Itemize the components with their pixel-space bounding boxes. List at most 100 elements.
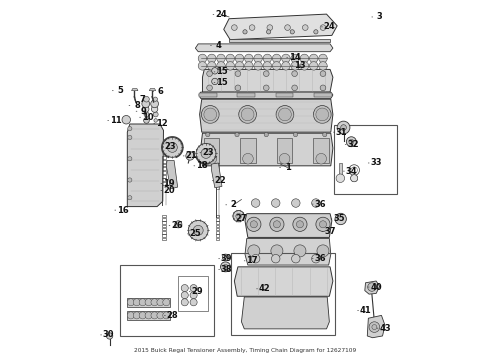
Bar [199, 93, 217, 98]
Polygon shape [242, 297, 329, 329]
Circle shape [153, 97, 157, 101]
Polygon shape [127, 298, 170, 306]
Circle shape [201, 148, 211, 158]
Circle shape [142, 100, 149, 108]
Text: 37: 37 [324, 227, 336, 236]
Polygon shape [234, 267, 333, 296]
Circle shape [163, 299, 170, 306]
Text: 24: 24 [323, 22, 335, 31]
Text: 28: 28 [167, 311, 178, 320]
Circle shape [154, 119, 157, 122]
Circle shape [223, 264, 228, 269]
Text: 11: 11 [110, 116, 122, 125]
Circle shape [292, 199, 300, 207]
Circle shape [293, 217, 307, 231]
Circle shape [222, 254, 229, 260]
Text: 5: 5 [117, 86, 123, 95]
Circle shape [285, 25, 291, 31]
Circle shape [144, 96, 149, 102]
Text: 18: 18 [196, 161, 208, 170]
Circle shape [263, 62, 271, 70]
Circle shape [368, 283, 376, 291]
Circle shape [271, 245, 283, 257]
Polygon shape [211, 163, 222, 188]
Circle shape [204, 108, 217, 121]
Bar [162, 171, 166, 174]
Circle shape [319, 221, 326, 228]
Circle shape [190, 292, 197, 299]
Bar [314, 93, 332, 98]
Circle shape [312, 255, 320, 263]
Text: 10: 10 [142, 113, 153, 122]
Circle shape [233, 211, 245, 222]
Circle shape [245, 54, 253, 63]
Circle shape [241, 108, 254, 121]
Circle shape [217, 62, 225, 70]
Circle shape [264, 85, 269, 91]
Text: 17: 17 [246, 256, 258, 265]
Circle shape [243, 153, 253, 164]
Circle shape [188, 220, 208, 240]
Text: 31: 31 [336, 128, 347, 137]
Circle shape [151, 106, 158, 112]
Circle shape [145, 312, 152, 319]
Polygon shape [199, 92, 333, 99]
Circle shape [251, 199, 260, 207]
Polygon shape [132, 89, 138, 91]
Text: 27: 27 [236, 214, 247, 223]
Text: 36: 36 [314, 254, 326, 263]
Circle shape [236, 213, 242, 219]
Circle shape [276, 105, 294, 123]
Bar [237, 93, 255, 98]
Text: 3: 3 [377, 13, 383, 22]
Circle shape [133, 312, 140, 319]
Circle shape [249, 25, 255, 31]
Circle shape [198, 62, 207, 70]
Bar [216, 238, 219, 240]
Polygon shape [201, 133, 333, 166]
Bar [314, 138, 329, 163]
Text: 42: 42 [259, 284, 270, 293]
Circle shape [226, 62, 235, 70]
Circle shape [312, 199, 320, 207]
Circle shape [206, 132, 210, 137]
Bar [162, 238, 166, 240]
Circle shape [128, 195, 132, 200]
Circle shape [314, 30, 318, 34]
Circle shape [322, 132, 327, 137]
Text: 4: 4 [216, 41, 221, 50]
Bar [162, 182, 166, 185]
Circle shape [294, 245, 306, 257]
Circle shape [151, 299, 158, 306]
Circle shape [163, 312, 170, 319]
Bar [276, 93, 294, 98]
Circle shape [220, 262, 230, 272]
Bar [216, 174, 219, 177]
Text: 8: 8 [134, 101, 140, 110]
Circle shape [181, 284, 188, 292]
Circle shape [263, 54, 271, 63]
Bar [120, 265, 214, 336]
Circle shape [273, 221, 280, 228]
Text: 12: 12 [156, 119, 168, 128]
Circle shape [320, 71, 326, 77]
Circle shape [341, 125, 346, 130]
Circle shape [144, 118, 149, 123]
Circle shape [247, 217, 261, 231]
Circle shape [296, 221, 303, 228]
Circle shape [186, 152, 195, 160]
Text: 6: 6 [158, 87, 164, 96]
Circle shape [157, 312, 164, 319]
Bar [162, 175, 166, 177]
Circle shape [128, 135, 132, 140]
Circle shape [128, 126, 132, 131]
Bar [162, 225, 166, 227]
Circle shape [206, 153, 217, 164]
Text: 29: 29 [191, 287, 203, 296]
Circle shape [292, 255, 300, 263]
Text: 33: 33 [370, 158, 382, 167]
Circle shape [314, 105, 331, 123]
Circle shape [143, 106, 149, 112]
Text: 25: 25 [190, 229, 201, 238]
Circle shape [144, 112, 149, 117]
